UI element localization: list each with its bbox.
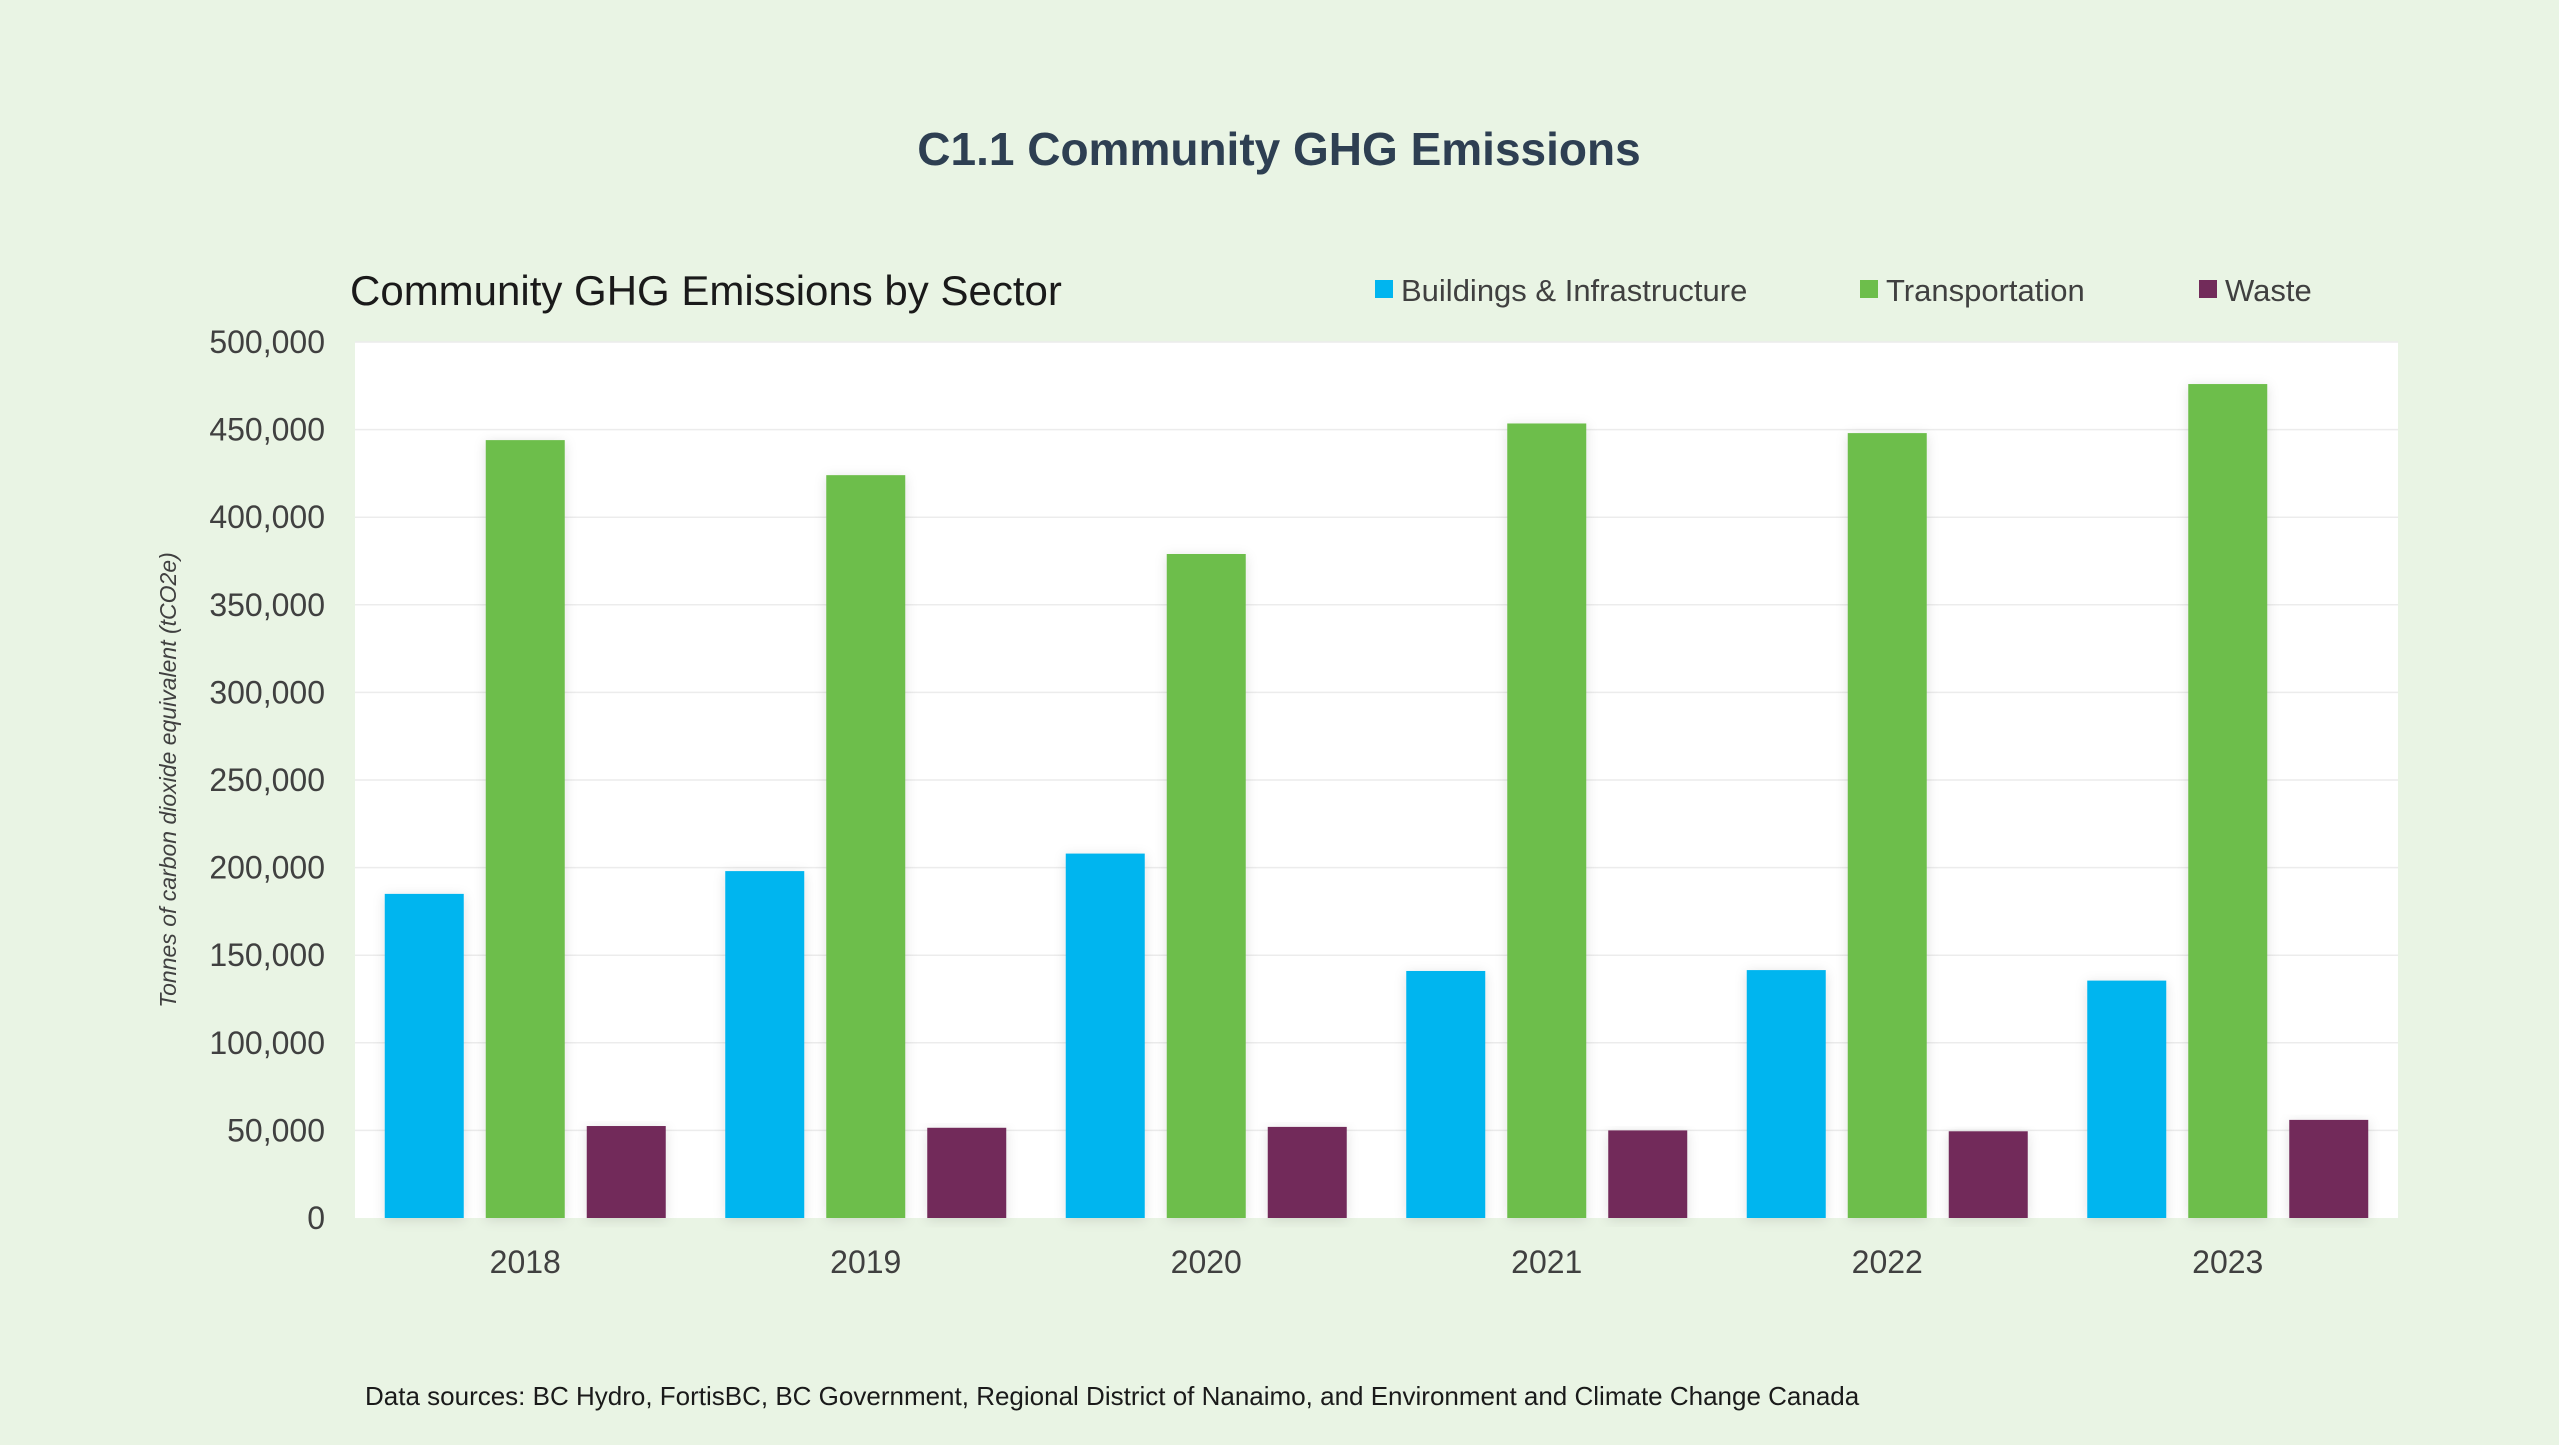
y-tick-label: 50,000 <box>227 1112 325 1148</box>
bars <box>384 384 2369 1219</box>
bar-transportation-2022 <box>1847 433 1927 1218</box>
y-tick-label: 100,000 <box>209 1025 325 1061</box>
bar-buildings-infrastructure-2020 <box>1065 853 1145 1218</box>
y-axis-label: Tonnes of carbon dioxide equivalent (tCO… <box>155 552 181 1008</box>
bar-buildings-infrastructure-2023 <box>2087 980 2167 1218</box>
bar-transportation-2021 <box>1507 423 1587 1218</box>
bar-buildings-infrastructure-2021 <box>1406 970 1486 1218</box>
x-tick-label: 2020 <box>1171 1244 1242 1280</box>
bar-waste-2018 <box>586 1126 666 1218</box>
legend-item-transportation: Transportation <box>1860 273 2085 308</box>
y-tick-label: 0 <box>307 1200 325 1236</box>
legend-swatch <box>2199 280 2217 298</box>
bar-transportation-2020 <box>1166 553 1246 1218</box>
page-title: C1.1 Community GHG Emissions <box>917 123 1640 175</box>
bar-waste-2022 <box>1948 1131 2028 1218</box>
bar-buildings-infrastructure-2022 <box>1746 970 1826 1218</box>
bar-waste-2021 <box>1608 1130 1688 1218</box>
bar-buildings-infrastructure-2019 <box>725 871 805 1218</box>
legend-label: Buildings & Infrastructure <box>1401 273 1747 308</box>
y-axis-ticks: 0 50,000 100,000 150,000 200,000 250,000 300,0… <box>209 324 325 1236</box>
legend-item-buildings-infrastructure: Buildings & Infrastructure <box>1375 273 1747 308</box>
legend-swatch <box>1375 280 1393 298</box>
gridlines <box>355 341 2398 1132</box>
bar-waste-2019 <box>927 1127 1007 1218</box>
bar-waste-2020 <box>1267 1126 1347 1218</box>
x-tick-label: 2022 <box>1852 1244 1923 1280</box>
bar-transportation-2018 <box>485 440 565 1218</box>
bar-buildings-infrastructure-2018 <box>384 893 464 1218</box>
legend-label: Waste <box>2225 273 2312 308</box>
y-tick-label: 500,000 <box>209 324 325 360</box>
bar-transportation-2019 <box>826 475 906 1219</box>
y-tick-label: 400,000 <box>209 499 325 535</box>
y-tick-label: 300,000 <box>209 674 325 710</box>
chart-title: Community GHG Emissions by Sector <box>350 267 1062 314</box>
x-tick-label: 2019 <box>830 1244 901 1280</box>
y-tick-label: 250,000 <box>209 762 325 798</box>
y-tick-label: 200,000 <box>209 850 325 886</box>
bar-transportation-2023 <box>2188 384 2268 1219</box>
x-tick-label: 2021 <box>1511 1244 1582 1280</box>
y-tick-label: 350,000 <box>209 587 325 623</box>
legend-item-waste: Waste <box>2199 273 2312 308</box>
y-tick-label: 450,000 <box>209 412 325 448</box>
x-tick-label: 2018 <box>490 1244 561 1280</box>
x-axis-ticks: 2018 2019 2020 2021 2022 2023 <box>490 1244 2264 1280</box>
x-tick-label: 2023 <box>2192 1244 2263 1280</box>
bar-waste-2023 <box>2289 1119 2369 1218</box>
legend-swatch <box>1860 280 1878 298</box>
footnote: Data sources: BC Hydro, FortisBC, BC Gov… <box>365 1381 1860 1411</box>
y-tick-label: 150,000 <box>209 937 325 973</box>
legend-label: Transportation <box>1886 273 2085 308</box>
legend: Buildings & Infrastructure Transportation… <box>1375 273 2312 308</box>
